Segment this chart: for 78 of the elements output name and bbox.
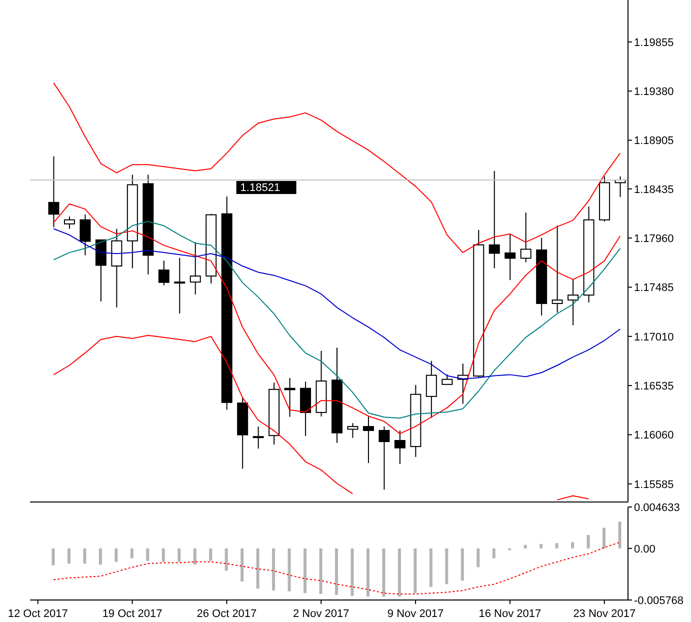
bar [224,548,228,571]
bar [52,548,55,566]
x-tick-label: 19 Oct 2017 [102,608,162,620]
bar [618,522,622,548]
bar [319,548,322,594]
bar [335,548,338,595]
candlestick [174,257,186,314]
y-tick-label: 1.19380 [634,86,674,98]
y-tick-label: 1.17485 [634,282,674,294]
candlestick [158,260,170,286]
y-tick-label: 1.19855 [634,36,674,49]
bar [429,548,432,587]
candlestick [442,374,453,385]
y-tick-label: -0.005768 [634,594,684,607]
candlestick [378,426,390,490]
candlestick [347,422,358,438]
bar [240,548,244,582]
candlestick [552,225,563,313]
x-tick-label: 23 Nov 2017 [573,608,636,620]
candlestick [520,212,532,263]
bar [209,548,212,561]
line-series [53,228,621,380]
bar [98,548,102,565]
y-tick-label: 0.00 [634,543,656,556]
bar [492,548,496,558]
x-tick-label: 2 Nov 2017 [293,608,350,620]
x-tick-label: 9 Nov 2017 [387,608,444,620]
bar [445,548,448,584]
candlestick [568,278,579,326]
y-tick-label: 0.004633 [634,502,680,514]
bar [571,542,574,548]
x-tick-label: 26 Oct 2017 [196,608,257,620]
bar [193,548,196,565]
bar [130,548,134,558]
bar [602,528,606,548]
bar [555,543,558,548]
candlestick [80,214,91,256]
candlestick [504,233,516,281]
candlestick [48,156,60,228]
candlestick [252,426,264,450]
bar [114,548,118,562]
candlestick [394,430,406,464]
bar [382,548,386,597]
bar [350,548,354,596]
candlestick [362,415,374,464]
bar [288,548,291,592]
bar [398,548,401,597]
x-tick-label: 12 Oct 2017 [8,608,68,620]
y-tick-label: 1.16060 [634,430,674,442]
bar [304,548,307,594]
bar [272,548,276,590]
bar [476,548,480,568]
y-tick-label: 1.15585 [634,478,674,491]
y-tick-label: 1.18905 [634,135,674,148]
candlestick [426,360,437,418]
line-series [53,82,621,254]
bar [540,544,543,548]
line-series [53,542,621,595]
bar [83,548,86,564]
y-tick-label: 1.17010 [634,331,674,344]
bar [67,548,70,564]
bar [178,548,181,562]
y-tick-label: 1.16535 [634,380,674,392]
bar [524,544,527,548]
bar [162,548,165,562]
y-tick-label: 1.17960 [634,232,674,245]
x-tick-label: 16 Nov 2017 [478,608,542,620]
bar [586,535,590,548]
bar [256,548,260,589]
y-tick-label: 1.18435 [634,184,674,196]
bar [460,548,464,581]
bar [146,548,150,561]
candlestick [190,242,201,295]
candlestick [488,170,500,269]
candlestick [64,216,75,230]
bar [366,548,370,597]
ref-line-label: 1.18521 [240,182,280,194]
bar [414,548,417,594]
